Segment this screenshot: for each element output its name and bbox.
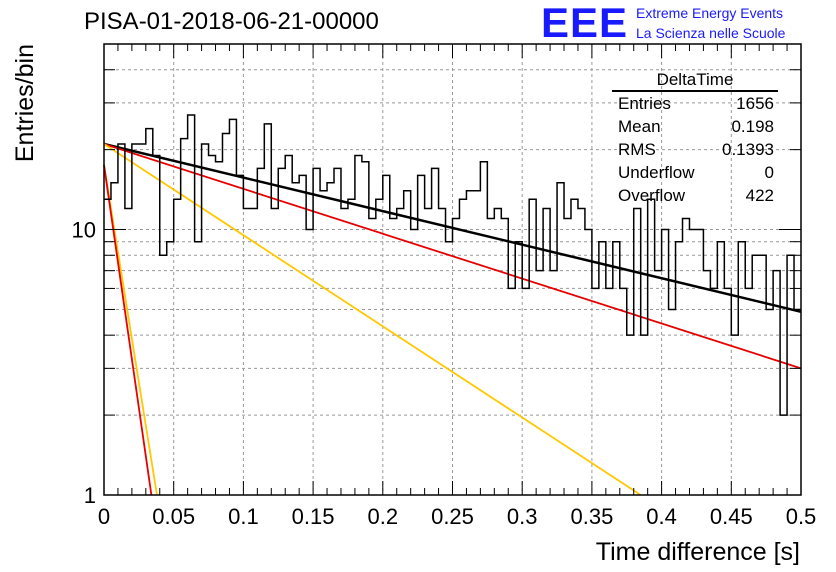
x-tick-label: 0 [98,504,110,529]
x-tick-label: 0.05 [152,504,195,529]
x-tick-label: 0.15 [292,504,335,529]
stats-label: Underflow [618,163,695,182]
stats-label: RMS [618,140,656,159]
logo-subtitle-2: La Scienza nelle Scuole [636,25,786,41]
axis-ticks [103,44,802,496]
x-tick-label: 0.25 [431,504,474,529]
fit-curve [103,143,642,496]
stats-label: Overflow [618,186,686,205]
stats-row-overflow: Overflow 422 [612,184,778,207]
stats-title: DeltaTime [612,70,778,92]
x-axis-label: Time difference [s] [596,538,800,566]
y-tick-label: 10 [72,218,96,243]
stats-box: DeltaTime Entries 1656 Mean 0.198 RMS 0.… [612,70,778,207]
y-axis-label: Entries/bin [11,44,39,162]
stats-label: Mean [618,117,661,136]
stats-label: Entries [618,94,671,113]
stats-value: 0.198 [731,117,774,136]
x-tick-label: 0.1 [228,504,259,529]
stats-row-entries: Entries 1656 [612,92,778,115]
fit-curve [103,164,153,496]
stats-value: 1656 [736,94,774,113]
stats-row-mean: Mean 0.198 [612,115,778,138]
x-tick-label: 0.5 [786,504,817,529]
stats-row-rms: RMS 0.1393 [612,138,778,161]
histogram [104,114,801,416]
y-tick-label: 1 [84,483,96,508]
stats-value: 422 [745,186,774,205]
stats-value: 0.1393 [722,140,774,159]
stats-value: 0 [764,163,774,182]
x-tick-label: 0.3 [507,504,538,529]
x-tick-label: 0.35 [570,504,613,529]
y-tick-labels: 1 10 [72,218,96,508]
fit-curve [103,164,158,496]
x-tick-label: 0.2 [368,504,399,529]
logo-subtitle-1: Extreme Energy Events [636,5,784,21]
x-tick-labels: 0 0.05 0.1 0.15 0.2 0.25 0.3 0.35 0.4 0.45 0.5 [98,504,816,529]
fit-curve [103,143,802,370]
x-tick-label: 0.45 [710,504,753,529]
stats-row-underflow: Underflow 0 [612,161,778,184]
histogram-outline [104,114,801,416]
page-title: PISA-01-2018-06-21-00000 [84,8,379,35]
eee-logo: EEE [541,0,629,46]
x-tick-label: 0.4 [646,504,677,529]
